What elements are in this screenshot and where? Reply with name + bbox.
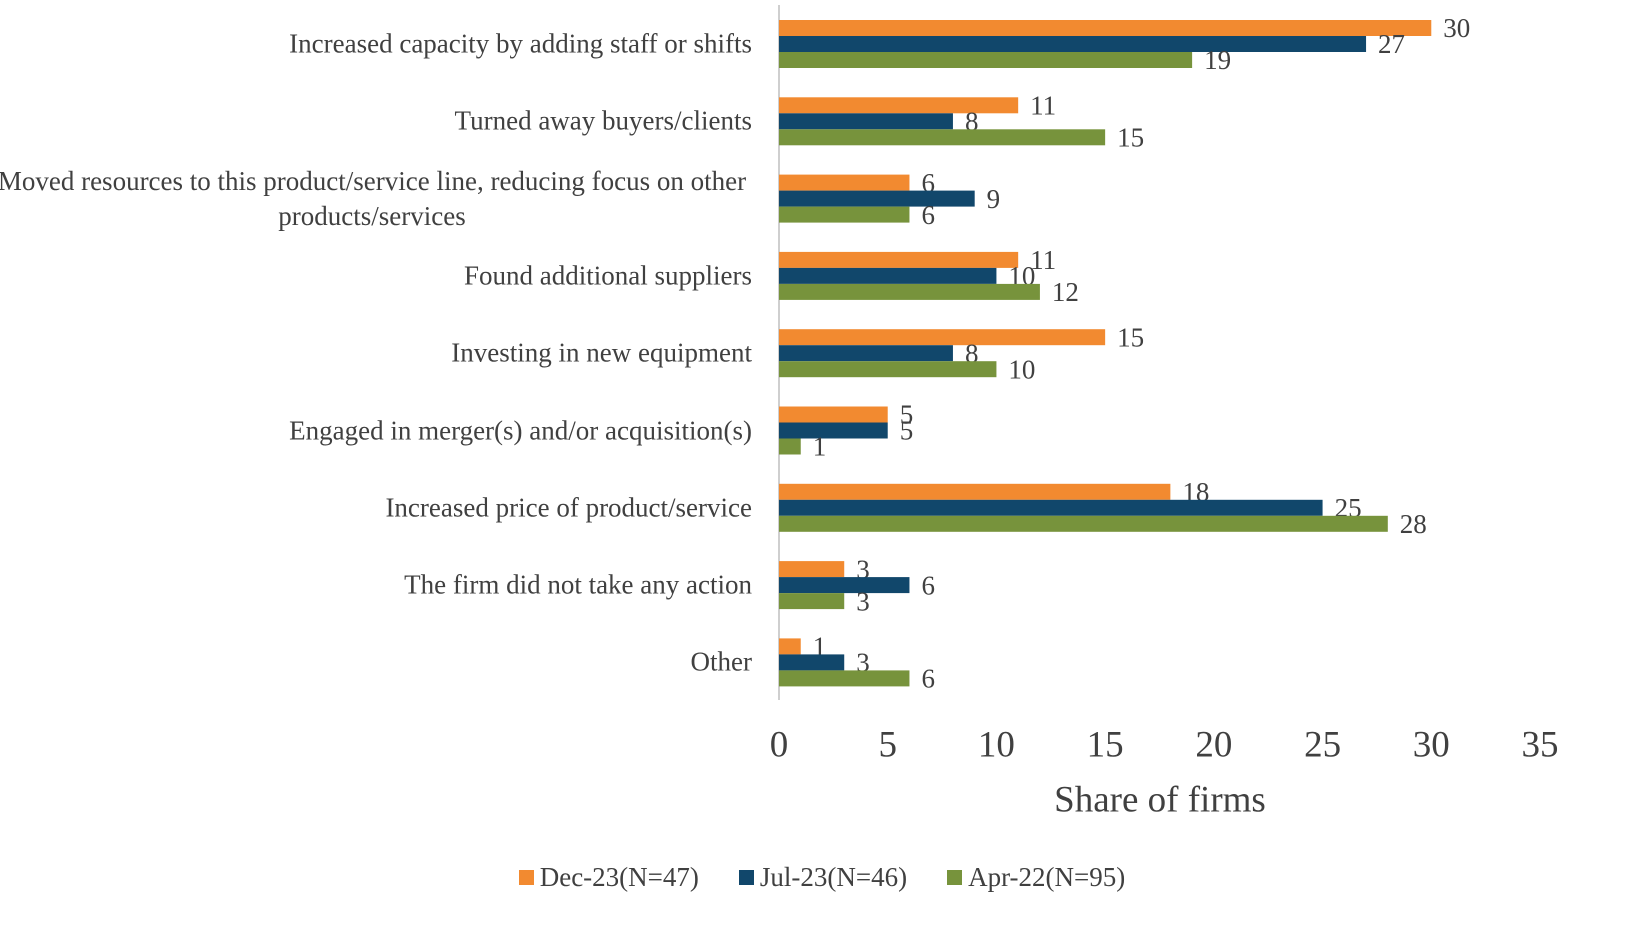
bar <box>779 36 1367 52</box>
bar <box>779 593 845 610</box>
data-label: 6 <box>921 200 935 230</box>
bar <box>779 422 888 439</box>
data-label: 8 <box>965 107 979 137</box>
bar <box>779 52 1193 68</box>
bar <box>779 438 801 455</box>
data-label: 1 <box>813 632 827 662</box>
data-label: 3 <box>856 554 870 584</box>
bar <box>779 406 888 423</box>
data-label: 30 <box>1443 13 1470 43</box>
data-label: 11 <box>1030 245 1056 275</box>
x-tick-label: 5 <box>878 724 897 765</box>
bar <box>779 251 1019 268</box>
category-label-box: Turned away buyers/clients <box>0 104 752 139</box>
y-tick-label: Engaged in merger(s) and/or acquisition(… <box>289 415 752 445</box>
bar <box>779 561 845 578</box>
legend: Dec-23(N=47) Jul-23(N=46) Apr-22(N=95) <box>0 862 1644 893</box>
data-label: 11 <box>1030 91 1056 121</box>
y-tick-label: Investing in new equipment <box>451 337 752 368</box>
x-axis-title: Share of firms <box>1054 779 1266 820</box>
data-label: 10 <box>1008 354 1035 384</box>
legend-swatch <box>947 870 963 885</box>
x-tick-label: 10 <box>978 724 1015 765</box>
bar <box>779 20 1432 36</box>
x-tick-label: 35 <box>1522 724 1559 765</box>
x-tick-label: 25 <box>1304 724 1341 765</box>
data-label: 15 <box>1117 123 1144 153</box>
data-label: 3 <box>856 586 870 616</box>
y-tick-label: Increased capacity by adding staff or sh… <box>289 28 752 59</box>
data-label: 5 <box>900 416 914 446</box>
x-tick-label: 30 <box>1413 724 1450 765</box>
bar <box>779 654 845 671</box>
legend-item: Jul-23(N=46) <box>738 862 908 893</box>
bar <box>779 129 1106 146</box>
data-label: 15 <box>1117 322 1144 352</box>
data-label: 6 <box>921 168 935 198</box>
y-tick-label: The firm did not take any action <box>404 569 752 600</box>
y-tick-label: Found additional suppliers <box>464 260 752 291</box>
bar <box>779 345 953 362</box>
data-label: 3 <box>856 648 870 678</box>
bar <box>779 329 1106 346</box>
category-label-box: Investing in new equipment <box>0 336 752 371</box>
x-tick-label: 0 <box>770 724 789 765</box>
category-label-box: Increased capacity by adding staff or sh… <box>0 27 752 62</box>
data-label: 28 <box>1400 509 1427 539</box>
x-tick-label: 20 <box>1195 724 1232 765</box>
data-label: 6 <box>921 664 935 694</box>
bar <box>779 670 910 687</box>
data-label: 6 <box>921 570 935 600</box>
bar <box>779 499 1323 516</box>
data-label: 5 <box>900 400 914 430</box>
legend-swatch <box>518 870 534 885</box>
data-label: 27 <box>1378 29 1405 59</box>
bar <box>779 174 910 191</box>
legend-label: Apr-22(N=95) <box>968 862 1126 892</box>
bar <box>779 206 910 223</box>
y-tick-label: Increased price of product/service <box>385 492 752 523</box>
bar <box>779 113 953 130</box>
y-tick-label: Turned away buyers/clients <box>454 105 752 136</box>
y-tick-label: Other <box>690 646 752 677</box>
bar <box>779 577 910 594</box>
category-label-box: Moved resources to this product/service … <box>0 164 752 234</box>
bar <box>779 267 997 284</box>
y-tick-label: Moved resources to this product/service … <box>0 165 747 231</box>
legend-item: Apr-22(N=95) <box>947 862 1125 893</box>
bar <box>779 283 1040 300</box>
category-label-box: Increased price of product/service <box>0 490 752 525</box>
data-label: 8 <box>965 338 979 368</box>
bar <box>779 361 997 378</box>
legend-label: Dec-23(N=47) <box>539 862 699 892</box>
bar <box>779 190 975 207</box>
category-label-box: Found additional suppliers <box>0 258 752 293</box>
category-label-box: The firm did not take any action <box>0 568 752 603</box>
category-label-box: Engaged in merger(s) and/or acquisition(… <box>0 413 752 448</box>
legend-swatch <box>738 870 754 885</box>
bar <box>779 483 1171 500</box>
data-label: 19 <box>1204 45 1231 75</box>
bar <box>779 515 1388 532</box>
legend-item: Dec-23(N=47) <box>518 862 699 893</box>
data-label: 12 <box>1052 277 1079 307</box>
legend-label: Jul-23(N=46) <box>759 862 908 892</box>
x-tick-label: 15 <box>1087 724 1124 765</box>
bar <box>779 97 1019 114</box>
category-label-box: Other <box>0 645 752 680</box>
data-label: 1 <box>813 432 827 462</box>
bar <box>779 638 801 655</box>
data-label: 9 <box>987 184 1001 214</box>
